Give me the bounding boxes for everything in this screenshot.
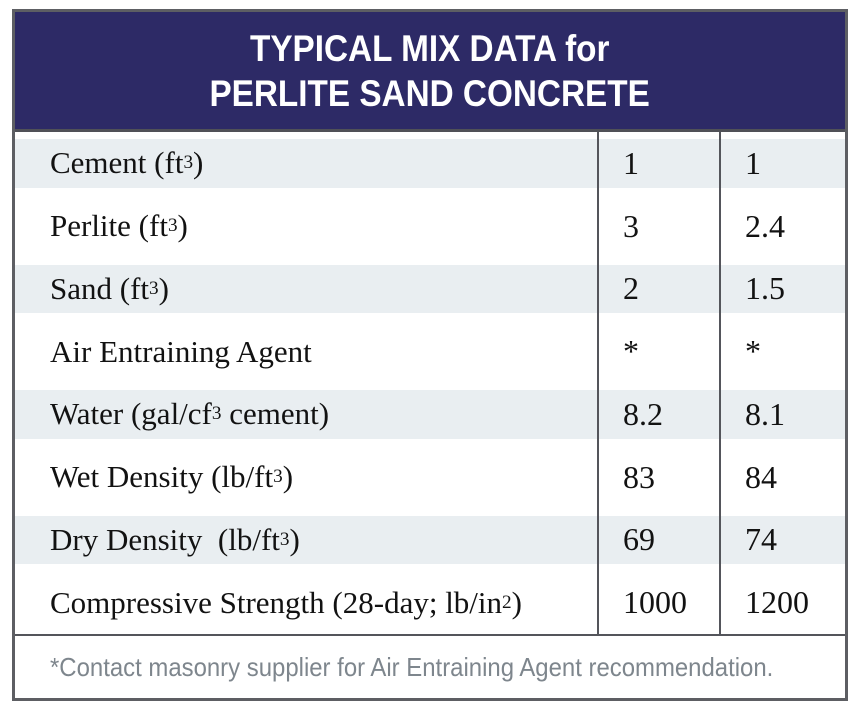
footnote-text: *Contact masonry supplier for Air Entrai… xyxy=(50,651,774,682)
row-value-1: 1 xyxy=(597,132,719,195)
row-value-2: 8.1 xyxy=(719,383,845,446)
table-row-cement: Cement (ft 3) 1 1 xyxy=(15,132,845,195)
row-value-2: 84 xyxy=(719,445,845,509)
row-value-2: 1.5 xyxy=(719,257,845,321)
row-value-1: 2 xyxy=(597,257,719,321)
table-title-line-2: PERLITE SAND CONCRETE xyxy=(209,72,651,114)
footnote-band: *Contact masonry supplier for Air Entrai… xyxy=(15,634,845,698)
table-row-wet-density: Wet Density (lb/ft 3) 83 84 xyxy=(15,445,845,509)
row-value-2: 2.4 xyxy=(719,194,845,258)
row-label: Dry Density (lb/ft 3) xyxy=(50,521,300,557)
row-value-1: 3 xyxy=(597,194,719,258)
table-title-band: TYPICAL MIX DATA for PERLITE SAND CONCRE… xyxy=(15,12,845,132)
table-row-dry-density: Dry Density (lb/ft 3) 69 74 xyxy=(15,508,845,572)
row-value-2: 74 xyxy=(719,508,845,572)
row-label: Air Entraining Agent xyxy=(50,333,312,369)
row-value-1: * xyxy=(597,320,719,383)
row-label: Compressive Strength (28-day; lb/in 2) xyxy=(50,584,522,620)
row-value-1: 8.2 xyxy=(597,383,719,446)
table-row-sand: Sand (ft 3) 2 1.5 xyxy=(15,257,845,321)
table-title-line-1: TYPICAL MIX DATA for xyxy=(250,27,610,69)
row-value-1: 83 xyxy=(597,445,719,509)
table-body: Cement (ft 3) 1 1 Perlite (ft 3) 3 2.4 San… xyxy=(15,132,845,634)
mix-data-table: TYPICAL MIX DATA for PERLITE SAND CONCRE… xyxy=(12,9,848,701)
row-label: Cement (ft 3) xyxy=(50,145,204,181)
row-value-1: 69 xyxy=(597,508,719,572)
row-value-2: * xyxy=(719,320,845,383)
table-row-compressive-strength: Compressive Strength (28-day; lb/in 2) 10… xyxy=(15,571,845,634)
table-row-water: Water (gal/cf 3 cement) 8.2 8.1 xyxy=(15,383,845,446)
row-value-2: 1200 xyxy=(719,571,845,634)
row-label: Water (gal/cf 3 cement) xyxy=(50,396,330,432)
row-value-1: 1000 xyxy=(597,571,719,634)
row-label: Wet Density (lb/ft 3) xyxy=(50,459,294,495)
row-value-2: 1 xyxy=(719,132,845,195)
table-row-air-entraining-agent: Air Entraining Agent * * xyxy=(15,320,845,383)
row-label: Perlite (ft 3) xyxy=(50,208,188,244)
row-label: Sand (ft 3) xyxy=(50,270,169,306)
table-row-perlite: Perlite (ft 3) 3 2.4 xyxy=(15,194,845,258)
